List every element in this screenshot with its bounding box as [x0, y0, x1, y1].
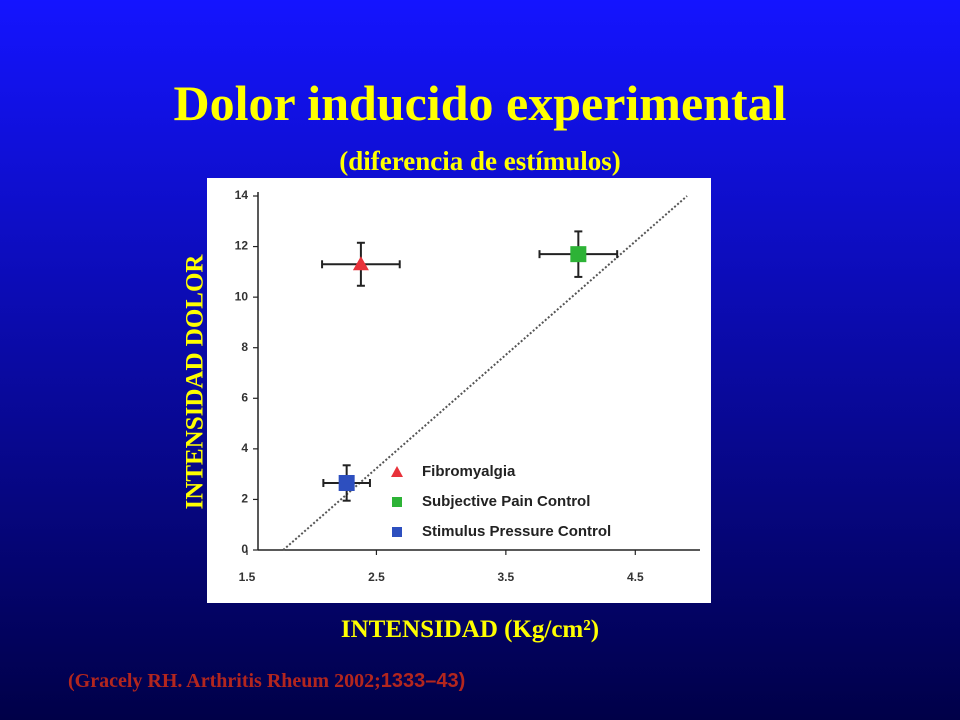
x-axis-label: INTENSIDAD (Kg/cm²)	[341, 616, 599, 643]
x-tick-label: 2.5	[368, 570, 385, 584]
trend-line	[282, 195, 688, 551]
plot: 0 2 4 6 8 10 12 14 1.5 2.5 3.5 4.5 Fibromyalgia Subje…	[235, 188, 700, 584]
y-tick-label: 8	[241, 340, 248, 354]
legend-label: Subjective Pain Control	[422, 493, 590, 510]
x-tick-label: 4.5	[627, 570, 644, 584]
y-tick-label: 6	[241, 390, 248, 404]
y-tick-label: 12	[235, 239, 249, 253]
y-tick-label: 10	[235, 289, 249, 303]
legend-swatch	[392, 527, 402, 537]
legend-label: Stimulus Pressure Control	[422, 523, 611, 540]
marker	[338, 474, 355, 491]
legend-label: Fibromyalgia	[422, 463, 516, 480]
y-tick-label: 14	[235, 188, 249, 202]
legend-swatch	[392, 497, 402, 507]
y-tick-label: 2	[241, 492, 248, 506]
chart-title: Dolor inducido experimental	[174, 75, 787, 131]
legend-swatch	[391, 466, 403, 477]
citation: (Gracely RH. Arthritis Rheum 2002;1333–4…	[68, 670, 465, 692]
marker	[352, 256, 369, 271]
y-tick-label: 4	[241, 441, 248, 455]
chart-subtitle: (diferencia de estímulos)	[339, 146, 620, 176]
citation-pages: 1333–43)	[381, 670, 466, 692]
y-axis-label: INTENSIDAD DOLOR	[182, 254, 209, 510]
x-tick-label: 3.5	[498, 570, 515, 584]
x-tick-label: 1.5	[239, 570, 256, 584]
marker	[570, 246, 587, 263]
citation-text: (Gracely RH. Arthritis Rheum 2002;	[68, 670, 381, 692]
y-tick-label: 0	[241, 542, 248, 556]
